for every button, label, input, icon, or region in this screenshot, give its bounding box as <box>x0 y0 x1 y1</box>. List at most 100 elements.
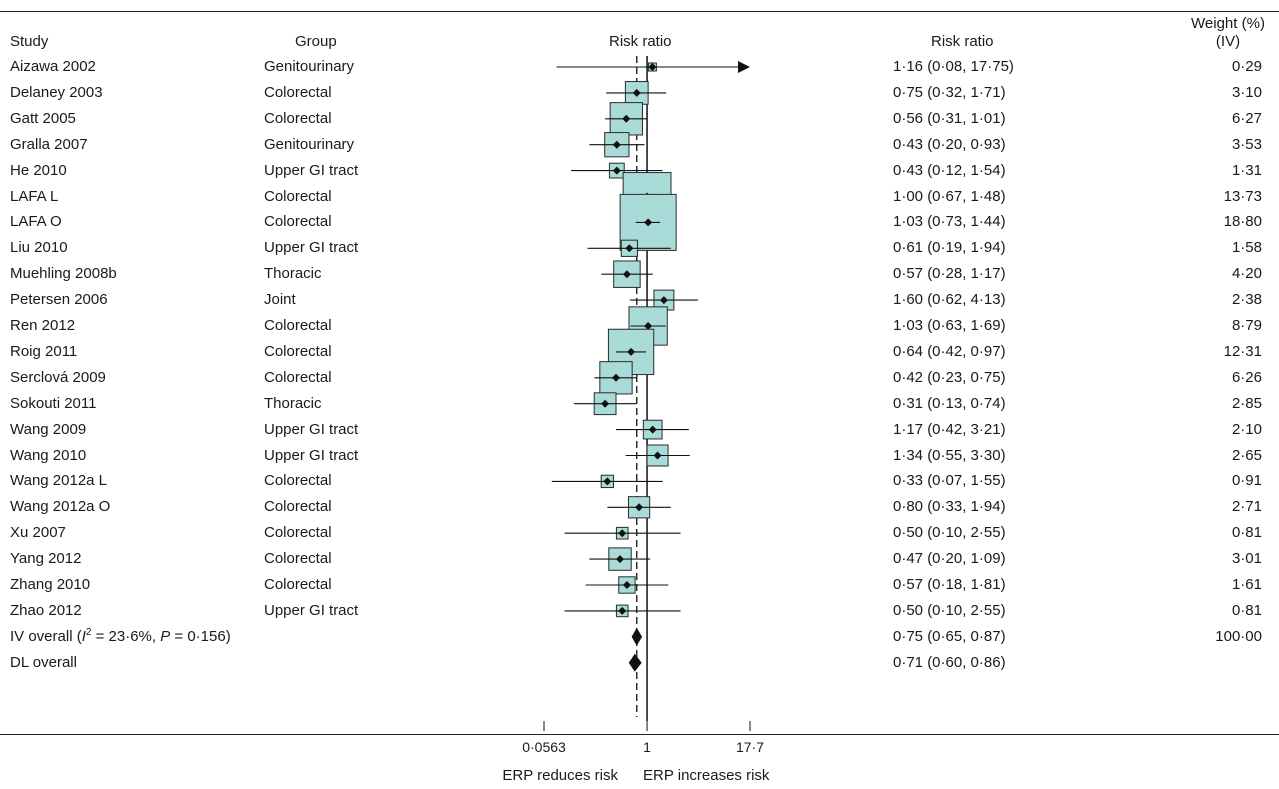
point-estimate <box>601 399 610 408</box>
study-group: Colorectal <box>264 109 332 127</box>
study-weight: 1·58 <box>1231 239 1262 257</box>
header-study: Study <box>10 33 49 50</box>
footer-left-label: ERP reduces risk <box>502 767 618 784</box>
study-weight: 0·81 <box>1231 601 1262 619</box>
study-group: Colorectal <box>264 342 332 360</box>
study-group: Colorectal <box>264 524 332 542</box>
study-ci: 0·43 (0·20, 0·93) <box>893 135 1006 153</box>
study-group: Upper GI tract <box>264 161 359 179</box>
study-name: Aizawa 2002 <box>10 58 96 75</box>
study-ci: 0·50 (0·10, 2·55) <box>893 601 1006 619</box>
study-ci: 0·43 (0·12, 1·54) <box>893 161 1006 179</box>
study-group: Colorectal <box>264 83 332 101</box>
study-weight: 0·81 <box>1231 524 1262 542</box>
study-name: Roig 2011 <box>10 342 78 360</box>
study-weight: 3·53 <box>1231 135 1262 153</box>
study-group: Colorectal <box>264 368 332 386</box>
study-weight: 3·01 <box>1231 550 1262 568</box>
study-ci: 0·75 (0·32, 1·71) <box>893 83 1006 101</box>
study-name: Serclová 2009 <box>10 368 106 386</box>
study-name: Wang 2009 <box>10 420 87 438</box>
header-weight-line1: Weight (%) <box>1191 15 1265 32</box>
study-name: LAFA L <box>10 187 59 205</box>
overall-weight: 100·00 <box>1215 627 1262 645</box>
study-name: Wang 2012a L <box>10 472 108 490</box>
point-estimate <box>627 347 636 356</box>
point-estimate <box>622 114 631 123</box>
study-group: Thoracic <box>264 394 322 412</box>
study-weight: 13·73 <box>1223 187 1262 205</box>
point-estimate <box>622 270 631 279</box>
ci-arrow <box>738 61 750 73</box>
study-group: Colorectal <box>264 550 332 568</box>
study-ci: 1·03 (0·63, 1·69) <box>893 317 1006 334</box>
study-ci: 0·61 (0·19, 1·94) <box>893 239 1006 257</box>
study-name: Yang 2012 <box>10 550 82 568</box>
study-ci: 0·56 (0·31, 1·01) <box>893 109 1006 127</box>
point-estimate <box>648 63 657 71</box>
point-estimate <box>612 140 621 149</box>
study-weight: 18·80 <box>1223 213 1262 231</box>
point-estimate <box>618 529 627 538</box>
study-group: Colorectal <box>264 187 332 205</box>
study-weight: 2·71 <box>1231 498 1262 516</box>
study-ci: 1·03 (0·73, 1·44) <box>893 213 1006 231</box>
study-ci: 0·50 (0·10, 2·55) <box>893 524 1006 542</box>
study-name: Wang 2010 <box>10 446 87 464</box>
point-estimate <box>644 322 653 330</box>
point-estimate <box>644 218 653 227</box>
overall-ci: 0·71 (0·60, 0·86) <box>893 653 1006 671</box>
study-name: Xu 2007 <box>10 524 66 542</box>
study-weight: 12·31 <box>1223 342 1262 360</box>
study-name: LAFA O <box>10 213 62 231</box>
study-weight: 2·85 <box>1231 394 1262 412</box>
study-weight: 0·91 <box>1231 472 1262 490</box>
study-ci: 0·31 (0·13, 0·74) <box>893 394 1006 412</box>
study-ci: 0·47 (0·20, 1·09) <box>893 550 1006 568</box>
study-group: Upper GI tract <box>264 420 359 438</box>
study-name: Wang 2012a O <box>10 498 111 516</box>
point-estimate <box>648 425 657 434</box>
study-group: Colorectal <box>264 317 332 334</box>
study-group: Genitourinary <box>264 135 355 153</box>
study-group: Upper GI tract <box>264 239 359 257</box>
point-estimate <box>618 606 627 615</box>
header-weight-line2: (IV) <box>1215 33 1241 50</box>
point-estimate <box>625 244 634 253</box>
study-weight: 0·29 <box>1231 58 1262 75</box>
study-group: Colorectal <box>264 576 332 593</box>
study-ci: 1·60 (0·62, 4·13) <box>893 291 1006 309</box>
overall-diamond <box>628 653 642 672</box>
top-rule <box>0 11 1279 12</box>
x-tick-label: 0·0563 <box>522 739 566 755</box>
point-estimate <box>603 477 612 486</box>
study-ci: 0·57 (0·28, 1·17) <box>893 265 1006 283</box>
study-name: Muehling 2008b <box>10 265 117 283</box>
study-ci: 1·16 (0·08, 17·75) <box>893 58 1014 75</box>
study-name: Petersen 2006 <box>10 291 108 309</box>
study-ci: 1·34 (0·55, 3·30) <box>893 446 1006 464</box>
footer-right-label: ERP increases risk <box>643 767 770 784</box>
study-ci: 0·80 (0·33, 1·94) <box>893 498 1006 516</box>
point-estimate <box>653 451 662 460</box>
study-ci: 0·42 (0·23, 0·75) <box>893 368 1006 386</box>
study-group: Upper GI tract <box>264 446 359 464</box>
point-estimate <box>616 555 625 564</box>
point-estimate <box>659 296 668 305</box>
study-group: Upper GI tract <box>264 601 359 619</box>
header-weight: Weight (%) (IV) <box>1182 15 1274 50</box>
point-estimate <box>635 503 644 512</box>
study-weight: 3·10 <box>1231 83 1262 101</box>
study-name: Zhao 2012 <box>10 601 82 619</box>
study-ci: 1·00 (0·67, 1·48) <box>893 187 1006 205</box>
overall-ci: 0·75 (0·65, 0·87) <box>893 627 1006 645</box>
study-ci: 0·64 (0·42, 0·97) <box>893 342 1006 360</box>
study-weight: 8·79 <box>1231 317 1262 334</box>
study-weight: 4·20 <box>1231 265 1262 283</box>
study-group: Colorectal <box>264 213 332 231</box>
study-name: He 2010 <box>10 161 67 179</box>
study-weight: 2·38 <box>1231 291 1262 309</box>
study-group: Joint <box>264 291 296 309</box>
study-weight: 6·27 <box>1231 109 1262 127</box>
